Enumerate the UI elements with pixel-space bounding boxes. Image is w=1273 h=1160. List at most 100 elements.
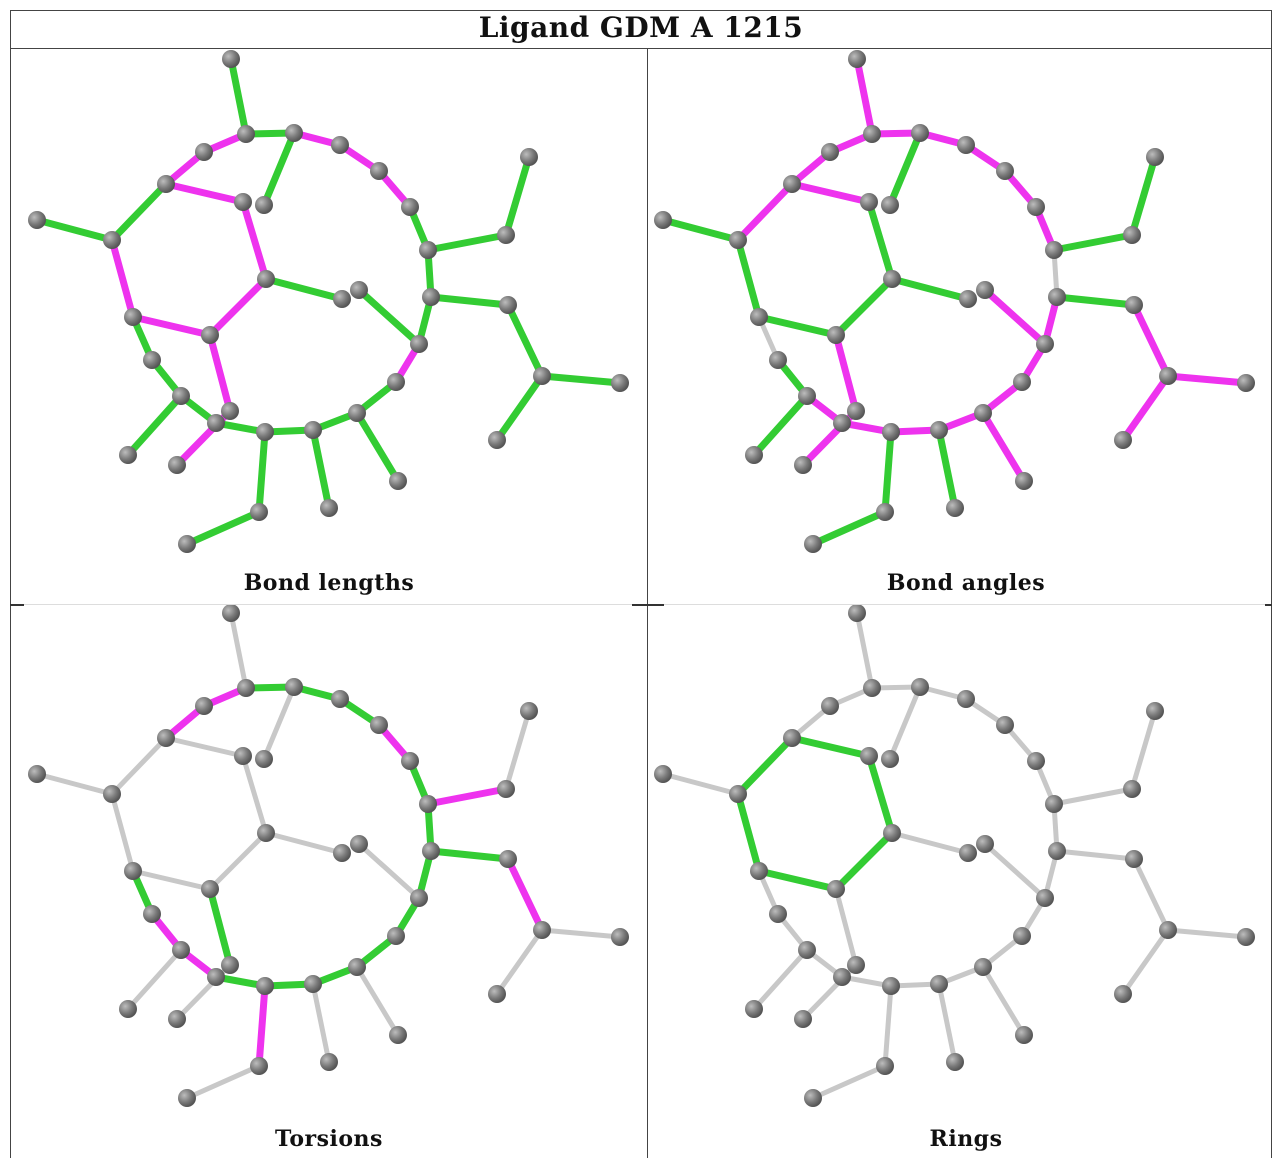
atom-a36 [488,985,506,1003]
bond-a12-a21 [109,791,136,874]
panel-bond-lengths: Bond lengths [11,49,647,604]
panel-torsions: Torsions [11,605,647,1160]
atom-a18 [350,281,368,299]
atom-a28 [387,373,405,391]
bond-a5-a6 [788,180,873,206]
atom-a10 [401,752,419,770]
bond-a3-a7 [887,684,923,762]
bond-a16-a17 [889,830,971,856]
atom-a6 [234,747,252,765]
atom-a37 [946,1053,964,1071]
atom-a38 [1015,1026,1033,1044]
panel-bond-angles: Bond angles [648,49,1273,604]
atom-a30 [833,414,851,432]
atom-a31 [882,423,900,441]
atom-a5 [157,175,175,193]
atom-a29 [847,402,865,420]
atom-a25 [533,367,551,385]
atom-a1 [848,605,866,622]
atom-a16 [257,270,275,288]
atom-a15 [520,148,538,166]
atom-a21 [124,308,142,326]
bond-a1-a2 [853,55,876,138]
panel-rings: Rings [648,605,1273,1160]
bond-a22-a29 [832,331,860,415]
atom-a11 [654,765,672,783]
bond-a19-a20 [427,293,512,309]
atom-a27 [798,941,816,959]
bond-a32-a37 [309,426,333,512]
panel-divider-tick [1265,604,1272,606]
bond-a22-a29 [833,886,859,968]
bond-a33-a38 [980,964,1027,1038]
bond-a16-a22 [832,275,896,339]
atom-a31 [256,977,274,995]
atom-a26 [611,374,629,392]
atom-a25 [533,921,551,939]
bond-a11-a12 [660,771,741,797]
bond-a18-a23 [982,841,1048,901]
atom-a40 [804,1089,822,1107]
bond-a11-a12 [34,771,115,797]
bond-a5-a6 [163,735,246,759]
atom-a10 [1027,752,1045,770]
atom-a24 [143,905,161,923]
bond-a12-a21 [734,790,763,875]
atom-a9 [996,162,1014,180]
atom-a19 [1048,842,1066,860]
panel-caption: Bond lengths [243,570,415,596]
bond-a25-a26 [538,372,624,387]
bond-a5-a12 [734,734,796,798]
bond-a33-a38 [979,409,1028,485]
atom-a1 [222,50,240,68]
atom-a34 [119,446,137,464]
atom-a17 [959,844,977,862]
atom-a2 [863,679,881,697]
atom-a12 [729,231,747,249]
atom-a37 [946,499,964,517]
atom-a15 [1146,148,1164,166]
bond-a1-a2 [854,610,875,691]
bond-a16-a22 [207,830,269,892]
atom-a2 [863,125,881,143]
atom-a30 [207,414,225,432]
bond-a18-a23 [981,286,1049,348]
atom-a38 [1015,472,1033,490]
atom-a3 [911,678,929,696]
bond-a6-a16 [865,752,896,837]
bond-a12-a21 [734,236,763,321]
atom-a28 [1013,373,1031,391]
atom-a15 [520,702,538,720]
atom-a23 [1036,335,1054,353]
atom-a17 [959,290,977,308]
atom-a38 [389,1026,407,1044]
figure-title: Ligand GDM A 1215 [10,10,1272,49]
atom-a33 [348,404,366,422]
bond-a13-a14 [424,231,510,254]
atom-a29 [221,956,239,974]
atom-a37 [320,1053,338,1071]
atom-a20 [499,296,517,314]
atom-a24 [143,351,161,369]
bond-a27-a34 [750,392,811,459]
bond-a3-a7 [886,129,924,209]
atom-a16 [883,824,901,842]
atom-a39 [250,503,268,521]
molecule-bond-lengths [28,50,629,553]
atom-a27 [798,387,816,405]
bond-a5-a12 [109,735,169,797]
bond-a32-a37 [310,981,332,1065]
atom-a14 [497,226,515,244]
atom-a13 [419,795,437,813]
bond-a14-a15 [502,153,533,239]
atom-a22 [201,880,219,898]
atom-a14 [1123,780,1141,798]
bond-a39-a40 [809,508,889,548]
atom-a11 [28,211,46,229]
bond-a21-a22 [755,313,840,339]
atom-a6 [860,193,878,211]
atom-a8 [957,136,975,154]
atom-a18 [976,281,994,299]
atom-a32 [930,421,948,439]
atom-a33 [348,958,366,976]
